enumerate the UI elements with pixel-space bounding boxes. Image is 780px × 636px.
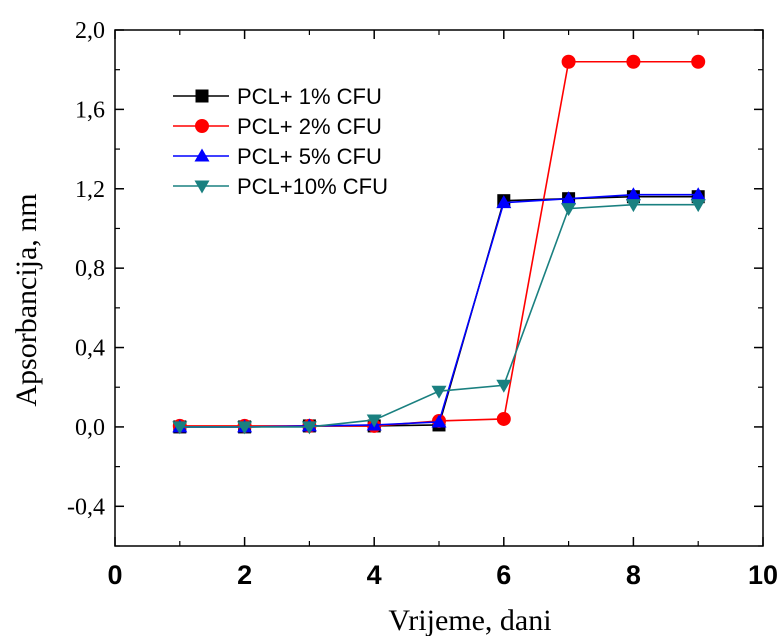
- legend-item: PCL+ 1% CFU: [173, 84, 382, 109]
- data-point: [431, 414, 447, 428]
- series-4: [172, 199, 706, 435]
- y-axis-title: Apsorbancija, nm: [10, 193, 43, 406]
- x-tick-label: 8: [626, 560, 641, 590]
- data-point: [366, 414, 382, 428]
- legend-marker: [195, 89, 209, 103]
- y-tick-label: 0,8: [75, 256, 105, 282]
- data-point: [625, 199, 641, 213]
- y-tick-label: -0,4: [67, 494, 105, 520]
- legend-marker: [194, 148, 210, 162]
- data-point: [561, 203, 577, 217]
- data-point: [172, 421, 188, 435]
- legend-label: PCL+ 2% CFU: [237, 114, 382, 139]
- y-tick-label: 2,0: [75, 18, 105, 44]
- y-tick-label: 1,2: [75, 177, 105, 203]
- data-point: [237, 421, 253, 435]
- x-tick-label: 10: [748, 560, 778, 590]
- x-tick-label: 6: [496, 560, 511, 590]
- data-point: [496, 379, 512, 393]
- series-2: [172, 54, 706, 433]
- y-tick-label: 1,6: [75, 97, 105, 123]
- x-tick-label: 2: [237, 560, 252, 590]
- legend-item: PCL+ 5% CFU: [173, 144, 382, 169]
- data-point: [691, 54, 706, 69]
- data-point: [301, 421, 317, 435]
- data-point: [690, 199, 706, 213]
- y-tick-label: 0,0: [75, 415, 105, 441]
- x-axis-title: Vrijeme, dani: [388, 604, 551, 636]
- legend-item: PCL+ 2% CFU: [173, 114, 382, 139]
- data-point: [561, 54, 576, 69]
- x-tick-label: 4: [367, 560, 382, 590]
- data-point: [496, 411, 511, 426]
- plot-frame: [114, 29, 764, 547]
- legend-item: PCL+10% CFU: [173, 174, 388, 199]
- legend-label: PCL+ 1% CFU: [237, 84, 382, 109]
- data-point: [561, 191, 577, 205]
- legend-marker: [194, 180, 210, 194]
- ticks-layer: 0 2 4 6 8 10 -0,4 0,0 0,4 0,8 1,2 1,6 2,0: [67, 18, 778, 590]
- series-layer: [172, 54, 706, 435]
- legend-label: PCL+10% CFU: [237, 174, 388, 199]
- legend-label: PCL+ 5% CFU: [237, 144, 382, 169]
- data-point: [625, 187, 641, 201]
- data-point: [690, 187, 706, 201]
- data-point: [496, 195, 512, 209]
- y-tick-label: 0,4: [75, 336, 105, 362]
- data-point: [431, 385, 447, 399]
- data-point: [626, 54, 641, 69]
- legend-marker: [195, 119, 209, 133]
- legend: PCL+ 1% CFU PCL+ 2% CFU PCL+ 5% CFU PCL+10%…: [173, 84, 388, 199]
- x-tick-label: 0: [107, 560, 122, 590]
